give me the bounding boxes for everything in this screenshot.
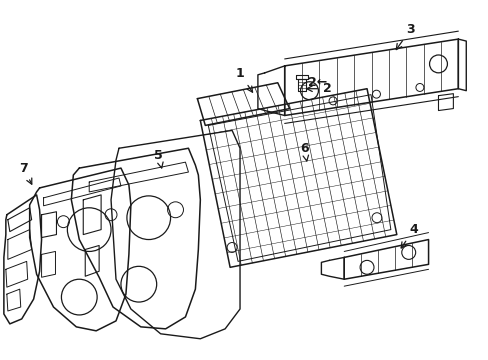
- Text: 5: 5: [154, 149, 163, 168]
- Text: 1: 1: [235, 67, 252, 92]
- Text: 4: 4: [400, 223, 417, 248]
- Text: 6: 6: [300, 142, 308, 161]
- Text: 3: 3: [395, 23, 414, 50]
- Text: 2←: 2←: [307, 76, 326, 89]
- Text: 2: 2: [306, 82, 331, 95]
- Text: 7: 7: [20, 162, 32, 184]
